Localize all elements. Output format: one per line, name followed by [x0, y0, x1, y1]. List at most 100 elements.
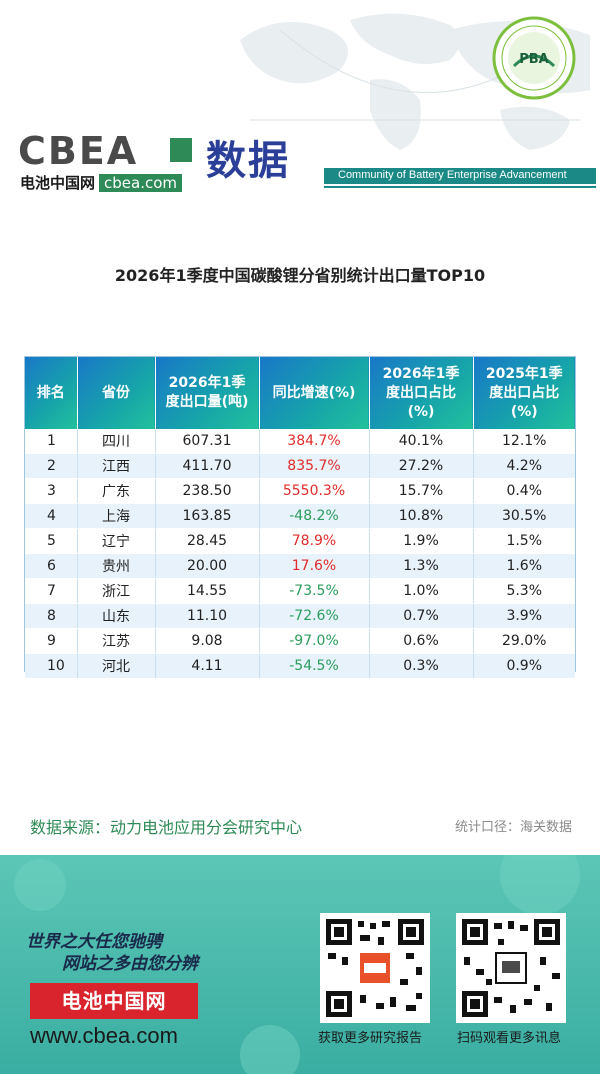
share-2025-cell: 5.3% [472, 578, 575, 604]
table-row: 7 浙江 14.55 -73.5% 1.0% 5.3% [25, 578, 575, 604]
share-2025-cell: 1.6% [472, 553, 575, 579]
export-table: 排名 省份 2026年1季 度出口量(吨) 同比增速(%) 2026年1季 度出口占比 (%)… [24, 356, 576, 679]
table-row: 4 上海 163.85 -48.2% 10.8% 30.5% [25, 503, 575, 529]
qr-caption-reports: 获取更多研究报告 [318, 1031, 423, 1046]
column-header-line: (%) [407, 403, 435, 420]
column-header: 2026年1季 度出口量(吨) [154, 357, 259, 429]
volume-cell: 20.00 [154, 553, 259, 579]
province-cell: 浙江 [76, 578, 155, 604]
rank-cell: 9 [25, 628, 77, 654]
qr-caption-news: 扫码观看更多讯息 [457, 1031, 562, 1046]
pba-seal-text: PBA [519, 52, 549, 67]
province-cell: 上海 [76, 503, 155, 529]
volume-cell: 28.45 [154, 528, 259, 554]
volume-cell: 14.55 [154, 578, 259, 604]
share-2025-cell: 0.9% [472, 653, 575, 679]
column-header: 2025年1季 度出口占比 (%) [472, 357, 575, 429]
province-cell: 江西 [76, 453, 155, 479]
column-header-line: 省份 [102, 384, 130, 401]
province-cell: 四川 [76, 429, 155, 454]
community-bar: Community of Battery Enterprise Advancem… [324, 168, 596, 184]
table-row: 2 江西 411.70 835.7% 27.2% 4.2% [25, 453, 575, 479]
share-2026-cell: 27.2% [368, 453, 473, 479]
share-2025-cell: 29.0% [472, 628, 575, 654]
volume-cell: 9.08 [154, 628, 259, 654]
column-header-line: 2026年1季 [382, 365, 460, 382]
table-body: 1 四川 607.31 384.7% 40.1% 12.1% 2 江西 411.70 835.7%… [25, 429, 575, 679]
column-header: 2026年1季 度出口占比 (%) [368, 357, 473, 429]
volume-cell: 607.31 [154, 429, 259, 454]
footer-url-link[interactable]: www.cbea.com [30, 1023, 178, 1048]
column-header-line: 同比增速(%) [272, 384, 356, 401]
growth-cell: -54.5% [258, 653, 369, 679]
column-header: 省份 [76, 357, 155, 429]
growth-cell: -73.5% [258, 578, 369, 604]
column-header-line: 度出口量(吨) [165, 394, 249, 410]
growth-cell: 835.7% [258, 453, 369, 479]
data-scope: 统计口径：海关数据 [454, 820, 572, 835]
rank-cell: 1 [25, 429, 77, 454]
volume-cell: 11.10 [154, 603, 259, 629]
qr-code-icon[interactable] [320, 913, 430, 1023]
cbea-logo-icon: CBEA [18, 130, 192, 170]
growth-cell: 78.9% [258, 528, 369, 554]
column-header-line: 排名 [36, 384, 65, 401]
share-2026-cell: 1.0% [368, 578, 473, 604]
growth-cell: -72.6% [258, 603, 369, 629]
share-2025-cell: 30.5% [472, 503, 575, 529]
share-2026-cell: 0.6% [368, 628, 473, 654]
footer-banner: 世界之大任您驰骋 网站之多由您分辨 电池中国网 www.cbea.com [0, 855, 600, 1074]
volume-cell: 4.11 [154, 653, 259, 679]
share-2026-cell: 1.3% [368, 553, 473, 579]
qr-code-icon[interactable] [456, 913, 566, 1023]
cbea-logo-text: CBEA [18, 130, 138, 170]
footer-pattern [14, 855, 580, 1074]
logo-cn-name: 电池中国网 [20, 174, 96, 192]
province-cell: 河北 [76, 653, 155, 679]
column-header-line: 度出口占比 [489, 384, 560, 401]
province-cell: 江苏 [76, 628, 155, 654]
column-header-line: 2025年1季 [485, 365, 563, 382]
volume-cell: 238.50 [154, 478, 259, 504]
slogan-line-2: 网站之多由您分辨 [62, 954, 198, 974]
pba-seal-icon: PBA [492, 16, 576, 100]
column-header: 同比增速(%) [258, 357, 369, 429]
rank-cell: 6 [25, 553, 77, 579]
column-header-line: 2026年1季 [168, 375, 246, 391]
table-row: 6 贵州 20.00 17.6% 1.3% 1.6% [25, 553, 575, 579]
rank-cell: 2 [25, 453, 77, 479]
growth-cell: 5550.3% [258, 478, 369, 504]
data-source: 数据来源：动力电池应用分会研究中心 [30, 818, 303, 837]
column-header-line: (%) [510, 403, 538, 420]
share-2025-cell: 12.1% [472, 429, 575, 454]
community-text: Community of Battery Enterprise Advancem… [338, 169, 567, 181]
page-title: 2026年1季度中国碳酸锂分省别统计出口量TOP10 [114, 266, 486, 285]
share-2026-cell: 40.1% [368, 429, 473, 454]
site-name-button[interactable]: 电池中国网 [30, 983, 198, 1019]
share-2025-cell: 4.2% [472, 453, 575, 479]
share-2026-cell: 10.8% [368, 503, 473, 529]
growth-cell: 384.7% [258, 429, 369, 454]
rank-cell: 3 [25, 478, 77, 504]
community-underline [324, 186, 596, 188]
brand-header: CBEA 电池中国网 cbea.com 数据 Community of Batte… [18, 128, 596, 192]
share-2026-cell: 0.7% [368, 603, 473, 629]
shuju-heading: 数据 [206, 138, 290, 184]
rank-cell: 10 [25, 653, 77, 679]
province-cell: 山东 [76, 603, 155, 629]
volume-cell: 411.70 [154, 453, 259, 479]
table-header-row: 排名 省份 2026年1季 度出口量(吨) 同比增速(%) 2026年1季 度出口占比 (%)… [25, 357, 575, 429]
logo-url: cbea.com [99, 174, 183, 192]
rank-cell: 8 [25, 603, 77, 629]
table-row: 3 广东 238.50 5550.3% 15.7% 0.4% [25, 478, 575, 504]
growth-cell: -97.0% [258, 628, 369, 654]
share-2025-cell: 3.9% [472, 603, 575, 629]
share-2026-cell: 1.9% [368, 528, 473, 554]
export-table-grid: 排名 省份 2026年1季 度出口量(吨) 同比增速(%) 2026年1季 度出口占比 (%)… [25, 357, 575, 679]
table-row: 8 山东 11.10 -72.6% 0.7% 3.9% [25, 603, 575, 629]
table-row: 1 四川 607.31 384.7% 40.1% 12.1% [25, 429, 575, 454]
share-2025-cell: 1.5% [472, 528, 575, 554]
growth-cell: 17.6% [258, 553, 369, 579]
table-row: 10 河北 4.11 -54.5% 0.3% 0.9% [25, 653, 575, 679]
rank-cell: 7 [25, 578, 77, 604]
